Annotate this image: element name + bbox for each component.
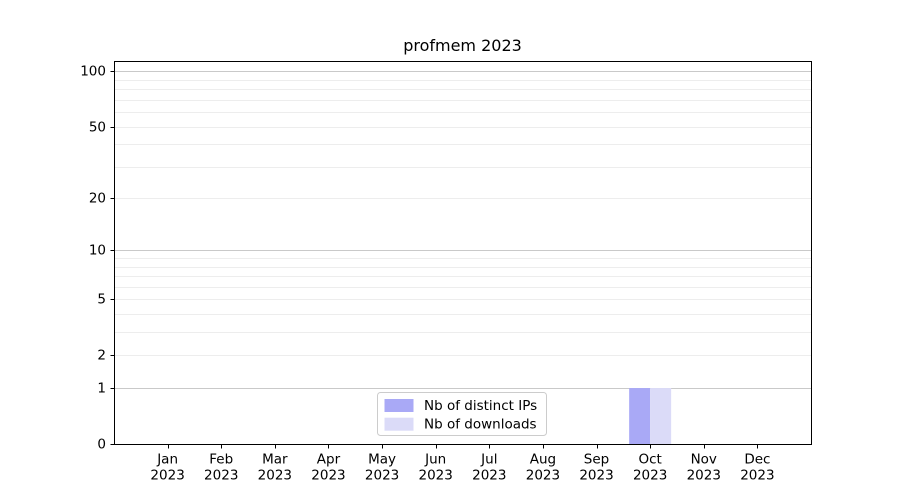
y-tick-label: 100 [80, 64, 106, 80]
x-tick-label-year: 2023 [740, 468, 774, 484]
x-tick-label-year: 2023 [579, 468, 613, 484]
plot-border [114, 61, 812, 445]
y-tick-label: 10 [89, 243, 106, 259]
legend: Nb of distinct IPs Nb of downloads [377, 392, 547, 436]
x-tick-label-month: Dec [744, 452, 770, 468]
x-tick-label-month: Feb [209, 452, 233, 468]
legend-swatch-series0 [384, 399, 414, 412]
x-tick-label-year: 2023 [633, 468, 667, 484]
axes-layer [110, 61, 812, 449]
x-tick-label-year: 2023 [419, 468, 453, 484]
x-tick-label-month: Jul [480, 452, 497, 468]
x-tick-label-year: 2023 [365, 468, 399, 484]
y-tick-label: 2 [97, 348, 106, 364]
y-tick-label: 20 [89, 191, 106, 207]
bar-oct-series1 [650, 388, 672, 444]
x-tick-label-year: 2023 [687, 468, 721, 484]
x-tick-label-year: 2023 [204, 468, 238, 484]
x-tick-label-month: Mar [262, 452, 288, 468]
plot-area [114, 61, 811, 444]
x-tick-label-month: Oct [638, 452, 661, 468]
x-tick-label-year: 2023 [472, 468, 506, 484]
legend-box [377, 392, 547, 436]
x-tick-label-month: Jan [156, 452, 178, 468]
x-tick-label-year: 2023 [150, 468, 184, 484]
x-tick-label-month: Sep [584, 452, 609, 468]
y-tick-label: 1 [97, 381, 106, 397]
x-tick-label-month: Nov [691, 452, 717, 468]
x-tick-label-year: 2023 [311, 468, 345, 484]
legend-label-series0: Nb of distinct IPs [424, 398, 537, 414]
y-tick-label: 0 [97, 437, 106, 453]
x-tick-label-month: Apr [317, 452, 341, 468]
x-tick-label-year: 2023 [258, 468, 292, 484]
x-tick-label-year: 2023 [526, 468, 560, 484]
legend-label-series1: Nb of downloads [424, 417, 537, 433]
x-tick-label-month: May [368, 452, 396, 468]
bar-oct-series0 [629, 388, 651, 444]
x-tick-label-month: Aug [530, 452, 556, 468]
y-tick-label: 5 [97, 292, 106, 308]
chart-title: profmem 2023 [403, 36, 522, 55]
x-tick-label-month: Jun [424, 452, 446, 468]
legend-swatch-series1 [384, 417, 414, 431]
y-tick-label: 50 [89, 120, 106, 136]
